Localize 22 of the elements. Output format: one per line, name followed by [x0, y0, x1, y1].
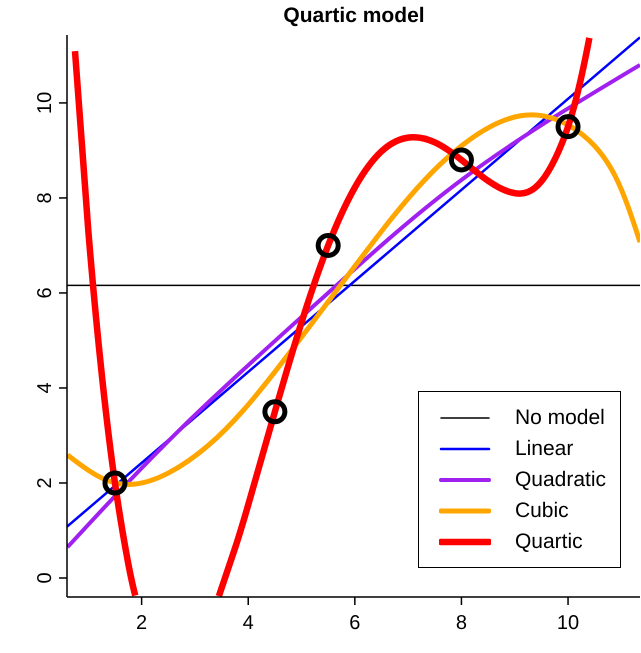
- y-tick-label: 0: [34, 572, 56, 584]
- point: [556, 114, 581, 140]
- legend-label: Cubic: [514, 498, 569, 522]
- legend-label: No model: [514, 406, 605, 430]
- y-tick-label: 4: [34, 382, 56, 394]
- y-tick-label: 2: [34, 477, 56, 489]
- x-tick-label: 4: [242, 612, 254, 634]
- legend-label: Quadratic: [514, 468, 606, 492]
- y-tick-label: 6: [34, 287, 56, 299]
- point: [448, 147, 474, 172]
- x-tick-label: 2: [136, 612, 148, 634]
- point: [102, 470, 128, 496]
- point: [262, 399, 288, 424]
- x-tick-label: 8: [456, 612, 467, 634]
- y-tick-label: 10: [34, 92, 56, 114]
- x-tick-label: 10: [556, 612, 580, 634]
- x-tick-label: 6: [349, 612, 360, 634]
- y-tick-label: 8: [34, 192, 56, 204]
- legend-label: Linear: [514, 436, 574, 460]
- chart-title: Quartic model: [282, 4, 426, 28]
- legend-label: Quartic: [514, 530, 583, 554]
- point: [316, 232, 341, 258]
